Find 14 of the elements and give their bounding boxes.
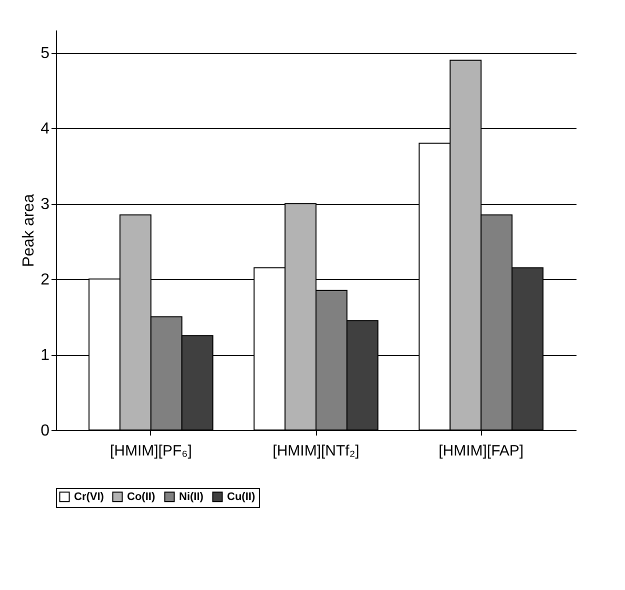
legend-label: Co(II) — [127, 490, 156, 503]
x-tick-label: [HMIM][FAP] — [438, 442, 524, 460]
y-tick-label: 3 — [40, 196, 50, 214]
y-tick-label: 0 — [40, 422, 50, 440]
y-tick-label: 5 — [40, 45, 50, 62]
y-tick-label: 1 — [40, 347, 50, 364]
y-axis-title: Peak area — [20, 194, 38, 267]
legend-label: Cu(II) — [227, 490, 256, 503]
x-tick-label: [HMIM][PF₆] — [110, 442, 192, 460]
legend-label: Ni(II) — [179, 490, 204, 503]
y-tick-label: 4 — [40, 120, 50, 138]
legend-label: Cr(VI) — [74, 490, 104, 503]
y-tick-label: 2 — [40, 272, 50, 289]
x-tick-label: [HMIM][NTf₂] — [272, 442, 360, 460]
